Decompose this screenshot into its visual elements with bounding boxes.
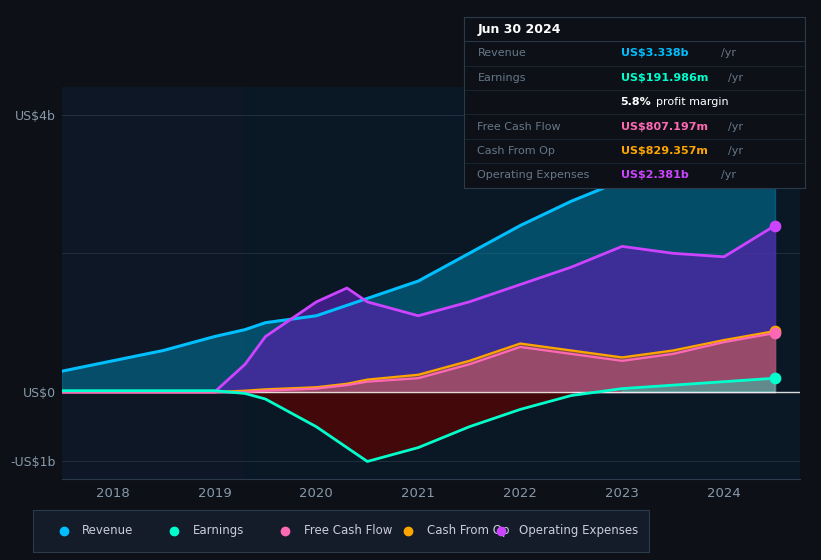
Text: Cash From Op: Cash From Op	[427, 524, 509, 537]
Text: US$3.338b: US$3.338b	[621, 48, 688, 58]
Text: Jun 30 2024: Jun 30 2024	[478, 22, 561, 35]
Text: US$191.986m: US$191.986m	[621, 73, 708, 83]
Point	[768, 329, 782, 338]
Text: Operating Expenses: Operating Expenses	[478, 170, 589, 180]
Point	[768, 114, 782, 123]
Point	[768, 374, 782, 382]
Text: Free Cash Flow: Free Cash Flow	[478, 122, 561, 132]
Text: Cash From Op: Cash From Op	[478, 146, 555, 156]
Point	[768, 326, 782, 335]
Text: /yr: /yr	[728, 122, 744, 132]
Text: /yr: /yr	[721, 48, 736, 58]
Text: Earnings: Earnings	[193, 524, 245, 537]
Text: 5.8%: 5.8%	[621, 97, 651, 107]
Text: profit margin: profit margin	[656, 97, 729, 107]
Bar	[245, 87, 800, 479]
Text: US$807.197m: US$807.197m	[621, 122, 708, 132]
Text: /yr: /yr	[728, 73, 744, 83]
Text: Revenue: Revenue	[82, 524, 134, 537]
Text: US$2.381b: US$2.381b	[621, 170, 688, 180]
Text: /yr: /yr	[728, 146, 744, 156]
Text: Revenue: Revenue	[478, 48, 526, 58]
Point	[768, 221, 782, 230]
Text: Operating Expenses: Operating Expenses	[520, 524, 639, 537]
Text: Earnings: Earnings	[478, 73, 526, 83]
Text: /yr: /yr	[721, 170, 736, 180]
Text: US$829.357m: US$829.357m	[621, 146, 708, 156]
Text: Free Cash Flow: Free Cash Flow	[304, 524, 392, 537]
